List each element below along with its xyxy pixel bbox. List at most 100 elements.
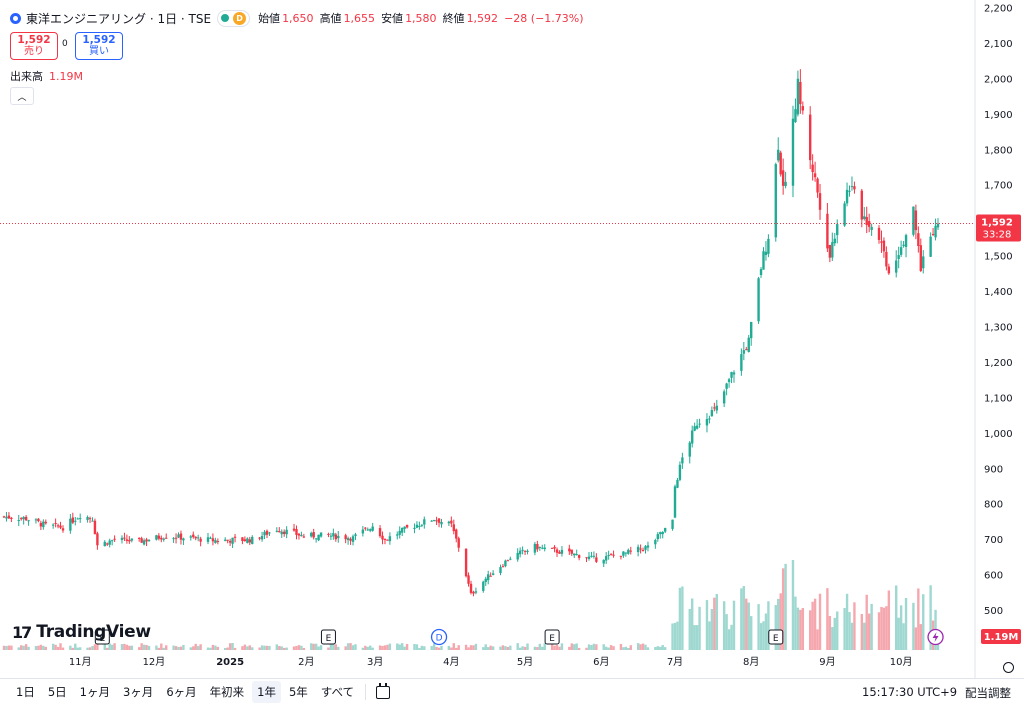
candle-body[interactable] <box>452 524 455 532</box>
candle-body[interactable] <box>568 548 571 552</box>
candle-body[interactable] <box>415 524 419 528</box>
candle-body[interactable] <box>673 486 677 518</box>
candle-body[interactable] <box>199 538 202 542</box>
candle-body[interactable] <box>602 559 605 564</box>
candle-body[interactable] <box>612 554 615 556</box>
candle-body[interactable] <box>885 251 888 267</box>
candle-body[interactable] <box>413 527 416 529</box>
candle-body[interactable] <box>42 521 45 528</box>
candle-body[interactable] <box>71 517 75 523</box>
candle-body[interactable] <box>39 522 43 527</box>
candle-body[interactable] <box>56 525 60 527</box>
candle-body[interactable] <box>516 552 519 560</box>
candle-body[interactable] <box>727 379 731 382</box>
candle-body[interactable] <box>818 193 822 210</box>
candle-body[interactable] <box>224 539 227 541</box>
candle-body[interactable] <box>523 550 527 552</box>
candle-body[interactable] <box>922 256 925 269</box>
candle-body[interactable] <box>354 534 357 537</box>
candle-body[interactable] <box>283 531 286 534</box>
candle-body[interactable] <box>730 372 733 378</box>
candle-body[interactable] <box>88 518 92 520</box>
candle-body[interactable] <box>541 547 544 549</box>
candle-body[interactable] <box>206 537 210 542</box>
candle-body[interactable] <box>189 536 192 538</box>
candle-body[interactable] <box>931 234 935 236</box>
candle-body[interactable] <box>828 244 832 258</box>
candle-body[interactable] <box>297 533 301 536</box>
candle-body[interactable] <box>850 186 854 188</box>
candle-body[interactable] <box>934 225 937 238</box>
candle-body[interactable] <box>371 526 374 531</box>
candle-body[interactable] <box>558 551 561 554</box>
candle-body[interactable] <box>241 537 244 542</box>
dividend-marker[interactable] <box>430 628 448 646</box>
candle-body[interactable] <box>710 410 714 417</box>
candle-body[interactable] <box>27 520 30 522</box>
candle-body[interactable] <box>366 529 369 531</box>
candle-body[interactable] <box>504 560 507 567</box>
candle-body[interactable] <box>172 538 175 540</box>
candle-body[interactable] <box>708 418 711 420</box>
candle-body[interactable] <box>698 423 701 425</box>
candle-body[interactable] <box>904 235 908 248</box>
candle-body[interactable] <box>312 532 315 538</box>
candle-body[interactable] <box>740 354 743 371</box>
candle-body[interactable] <box>627 549 630 554</box>
symbol-title[interactable]: 東洋エンジニアリング · 1日 · TSE <box>26 11 212 26</box>
candle-body[interactable] <box>128 539 131 542</box>
candle-body[interactable] <box>808 114 812 161</box>
candle-body[interactable] <box>275 530 279 532</box>
candle-body[interactable] <box>848 190 851 192</box>
candle-body[interactable] <box>654 540 657 545</box>
candle-body[interactable] <box>742 350 746 354</box>
candle-body[interactable] <box>319 532 323 537</box>
candle-body[interactable] <box>796 78 800 115</box>
range-button[interactable]: 1ヶ月 <box>79 685 110 699</box>
candle-body[interactable] <box>550 547 554 549</box>
candle-body[interactable] <box>216 541 220 543</box>
candle-body[interactable] <box>732 372 736 375</box>
candle-body[interactable] <box>816 178 819 193</box>
candle-body[interactable] <box>37 518 40 522</box>
candle-body[interactable] <box>622 551 625 556</box>
candle-body[interactable] <box>705 419 709 426</box>
candle-body[interactable] <box>155 535 158 540</box>
candle-body[interactable] <box>24 516 28 521</box>
candle-body[interactable] <box>302 536 306 538</box>
candle-body[interactable] <box>194 536 197 539</box>
candle-body[interactable] <box>59 525 62 528</box>
clock-time[interactable]: 15:17:30 UTC+9 <box>862 685 958 699</box>
candle-body[interactable] <box>246 538 249 543</box>
candle-body[interactable] <box>22 517 25 520</box>
candle-body[interactable] <box>799 81 802 105</box>
candle-body[interactable] <box>76 518 79 520</box>
candle-body[interactable] <box>418 525 421 527</box>
candle-body[interactable] <box>54 522 57 524</box>
candle-body[interactable] <box>51 524 55 526</box>
candle-body[interactable] <box>248 539 251 543</box>
candle-body[interactable] <box>108 540 111 545</box>
candle-body[interactable] <box>233 536 237 538</box>
candle-body[interactable] <box>211 538 215 542</box>
candle-body[interactable] <box>278 530 281 533</box>
candle-body[interactable] <box>317 534 320 541</box>
candle-body[interactable] <box>801 106 805 111</box>
candle-body[interactable] <box>880 241 883 243</box>
candle-body[interactable] <box>295 529 298 535</box>
candle-body[interactable] <box>349 538 352 541</box>
candle-body[interactable] <box>902 244 905 246</box>
candle-body[interactable] <box>467 575 470 584</box>
candle-body[interactable] <box>543 547 546 550</box>
candle-body[interactable] <box>337 535 340 539</box>
candle-body[interactable] <box>521 549 524 551</box>
earnings-marker[interactable] <box>768 629 784 645</box>
candle-body[interactable] <box>435 520 438 522</box>
candle-body[interactable] <box>607 554 610 556</box>
candle-body[interactable] <box>575 554 578 556</box>
candle-body[interactable] <box>784 181 787 186</box>
candle-body[interactable] <box>487 574 490 581</box>
candle-body[interactable] <box>656 534 659 540</box>
candle-body[interactable] <box>386 539 389 541</box>
candle-body[interactable] <box>196 537 200 539</box>
